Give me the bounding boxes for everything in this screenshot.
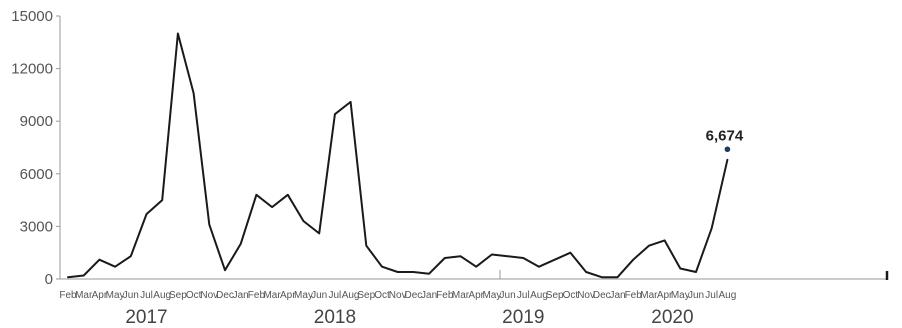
y-tick-label: 6000 (20, 166, 53, 183)
year-label: 2017 (125, 307, 167, 328)
y-axis: 0 3000 6000 9000 12000 15000 (11, 8, 61, 288)
x-tick-label: Aug (342, 290, 360, 301)
year-label: 2020 (651, 307, 693, 328)
x-tick-label: Feb (59, 290, 77, 301)
x-tick-label: Jan (421, 290, 437, 301)
x-tick-label: Nov (389, 290, 407, 301)
x-tick-label: Mar (263, 290, 281, 301)
x-tick-label: Nov (200, 290, 218, 301)
x-tick-label: May (294, 290, 313, 301)
x-tick-label: May (482, 290, 501, 301)
x-tick-label: Jun (123, 290, 139, 301)
x-tick-label: Apr (657, 290, 673, 301)
x-tick-label: Sep (357, 290, 375, 301)
x-tick-label: Dec (405, 290, 423, 301)
x-tick-label: Jul (517, 290, 530, 301)
x-tick-label: May (671, 290, 690, 301)
x-tick-label: Feb (436, 290, 454, 301)
x-tick-label: Mar (75, 290, 93, 301)
x-tick-label: Apr (468, 290, 484, 301)
annotations: 6,674 (706, 127, 744, 153)
x-tick-label: Apr (280, 290, 296, 301)
y-tick-label: 0 (45, 271, 53, 288)
plot-area (67, 32, 729, 279)
x-tick-label: Aug (530, 290, 548, 301)
x-tick-label: Jan (609, 290, 625, 301)
x-tick-label: Jun (500, 290, 516, 301)
year-label: 2018 (314, 307, 356, 328)
y-tick-label: 15000 (11, 8, 53, 25)
annotation-marker (724, 146, 731, 153)
y-tick-label: 9000 (20, 113, 53, 130)
year-label: 2019 (502, 307, 544, 328)
x-tick-label: Jul (329, 290, 342, 301)
x-tick-label: Jun (311, 290, 327, 301)
annotation-label: 6,674 (706, 127, 744, 144)
series-line (67, 32, 729, 279)
x-tick-label: Dec (593, 290, 611, 301)
x-tick-label: Sep (169, 290, 187, 301)
x-tick-label: May (106, 290, 125, 301)
y-tick-label: 3000 (20, 218, 53, 235)
x-tick-label: Jul (705, 290, 718, 301)
x-tick-label: Feb (625, 290, 643, 301)
x-tick-label: Dec (216, 290, 234, 301)
x-tick-label: Jun (688, 290, 704, 301)
x-tick-label: Mar (640, 290, 658, 301)
x-tick-label: Apr (92, 290, 108, 301)
x-tick-label: Sep (546, 290, 564, 301)
y-tick-label: 12000 (11, 61, 53, 78)
x-tick-label: Aug (153, 290, 171, 301)
x-tick-label: Nov (577, 290, 595, 301)
x-tick-label: Mar (452, 290, 470, 301)
x-tick-label: Jul (140, 290, 153, 301)
x-tick-label: Feb (248, 290, 266, 301)
x-tick-label: Aug (719, 290, 737, 301)
x-tick-label: Oct (563, 290, 579, 301)
x-tick-label: Oct (374, 290, 390, 301)
x-tick-label: Oct (186, 290, 202, 301)
x-tick-label: Jan (233, 290, 249, 301)
